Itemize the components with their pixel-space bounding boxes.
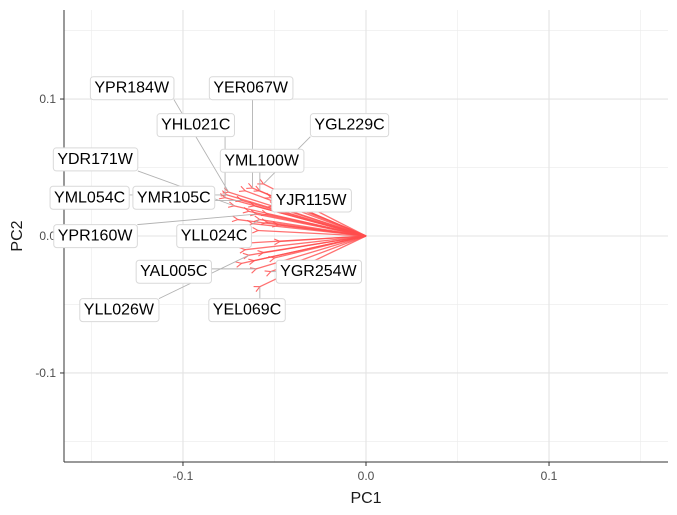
loading-arrow [238,220,367,237]
label-box [132,185,216,210]
label-box [52,147,139,172]
gene-label-ygl229c: YGL229C [309,113,390,138]
label-box [53,224,138,249]
gene-label-yll024c: YLL024C [176,224,252,249]
label-leader-line [137,213,257,226]
label-box [208,298,286,323]
label-box [271,188,352,213]
gene-label-ygr254w: YGR254W [275,259,363,284]
label-box [49,185,130,210]
gene-label-text: YML100W [224,152,300,169]
y-axis-title: PC2 [9,220,26,251]
x-axis-title: PC1 [350,490,381,507]
gene-label-text: YDR171W [57,151,133,168]
loading-arrow-yal005c [256,235,367,269]
gene-label-ypr184w: YPR184W [89,76,175,101]
label-leader-line [251,219,261,226]
gene-label-yml054c: YML054C [49,185,130,210]
gene-label-text: YLL024C [181,228,248,245]
label-box [219,148,305,173]
gene-label-yer067w: YER067W [208,76,294,101]
label-box [79,298,160,323]
loading-arrow [245,235,367,250]
gene-label-yml100w: YML100W [219,148,305,173]
loading-arrow [245,191,367,237]
label-box [135,259,212,284]
gene-label-text: YLL026W [84,302,155,319]
y-tick-label: -0.1 [35,366,56,380]
x-tick-label: -0.1 [173,469,194,483]
gene-label-text: YEL069C [213,302,282,319]
gene-label-yel069c: YEL069C [208,298,286,323]
gene-label-text: YPR160W [58,228,134,245]
gene-label-ymr105c: YMR105C [132,185,216,210]
gene-labels: YPR184W YER067W YHL021C YGL229C YDR171W YML10… [49,76,390,323]
gene-label-text: YER067W [213,80,289,97]
gene-label-text: YMR105C [137,189,211,206]
loading-arrow [264,235,367,252]
loading-arrow [267,214,367,237]
gene-label-text: YHL021C [161,117,230,134]
label-box [89,76,175,101]
label-box [156,113,235,138]
gene-label-yal005c: YAL005C [135,259,212,284]
label-box [309,113,390,138]
loading-arrow [280,235,367,241]
gene-label-text: YPR184W [94,80,170,97]
gene-label-ypr160w: YPR160W [53,224,138,249]
loading-arrow [242,235,367,263]
y-tick-label: 0.1 [39,92,56,106]
label-box [208,76,294,101]
gene-label-ydr171w: YDR171W [52,147,139,172]
x-tick-label: 0.1 [541,469,558,483]
gene-label-yjr115w: YJR115W [271,188,352,213]
gene-label-text: YGR254W [280,263,357,280]
gene-label-text: YAL005C [140,263,207,280]
label-box [176,224,252,249]
gene-label-text: YML054C [54,189,125,206]
loading-arrow [258,231,367,237]
y-tick-label: 0.0 [39,229,56,243]
gene-label-yll026w: YLL026W [79,298,160,323]
x-tick-label: 0.0 [358,469,375,483]
axis-ticks: -0.1 0.0 0.1 -0.1 0.0 0.1 [35,92,557,483]
label-box [275,259,363,284]
gene-label-text: YGL229C [314,117,384,134]
gene-label-text: YJR115W [276,192,348,209]
gene-label-yhl021c: YHL021C [156,113,235,138]
